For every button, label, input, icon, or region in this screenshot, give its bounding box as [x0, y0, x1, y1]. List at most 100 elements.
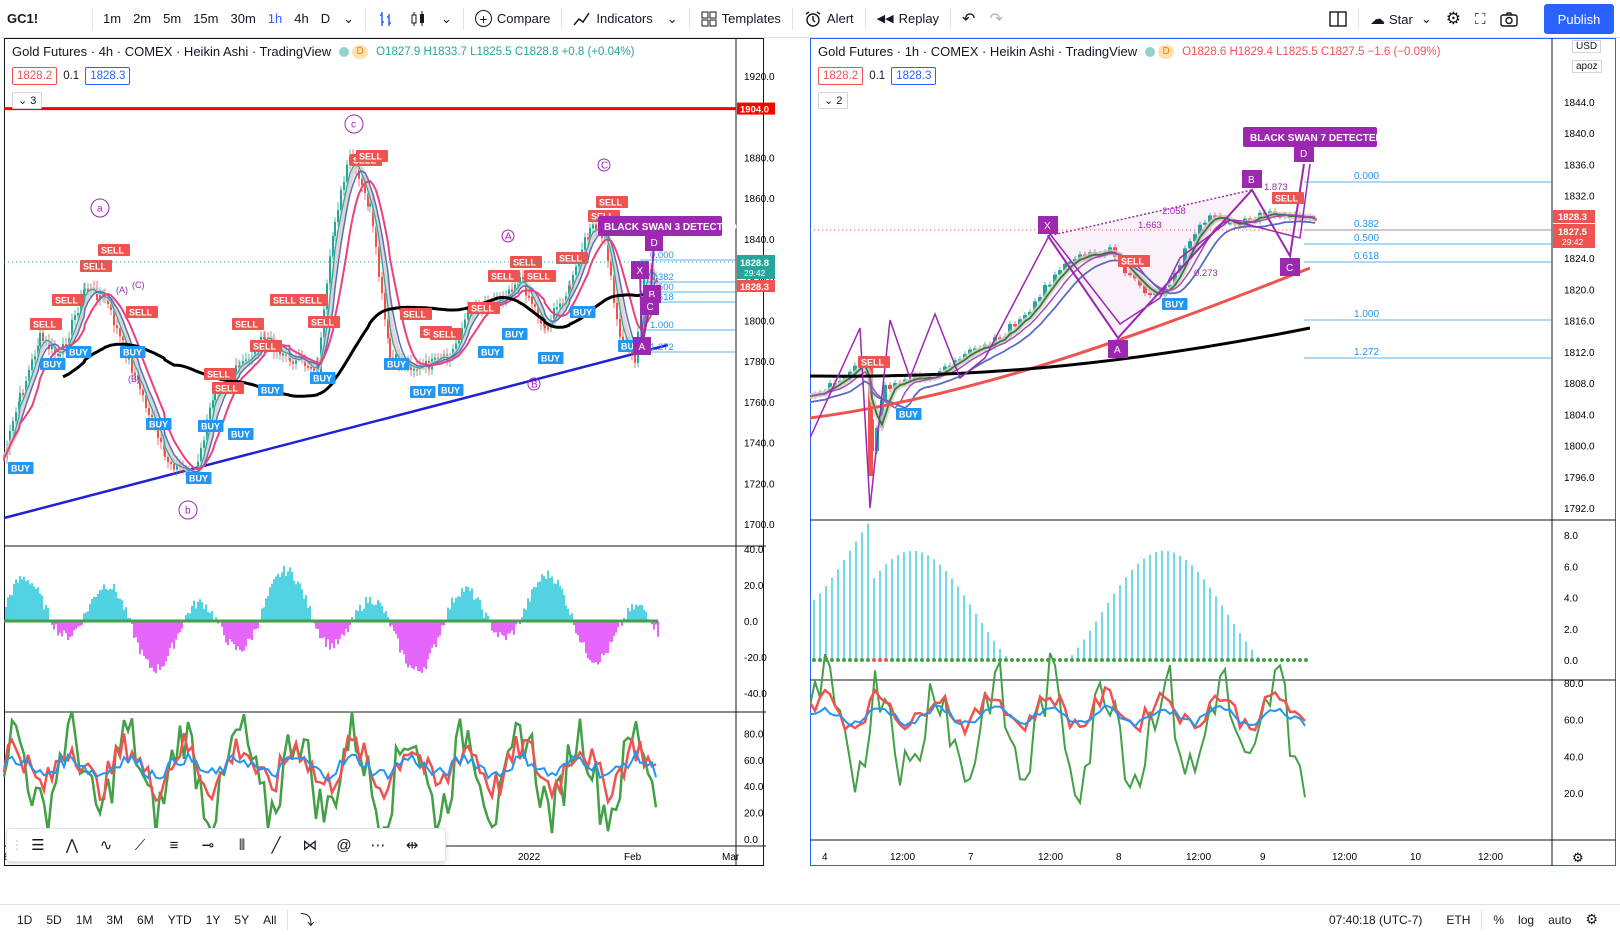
range-1y[interactable]: 1Y: [205, 912, 221, 927]
publish-button[interactable]: Publish: [1544, 4, 1614, 34]
range-1d[interactable]: 1D: [17, 912, 33, 927]
go-to-date-icon[interactable]: ⤵: [300, 911, 315, 928]
left-buy-price-button[interactable]: 1828.3: [85, 67, 131, 85]
abc-pattern-icon[interactable]: ⋀: [65, 837, 79, 854]
osc1-dot: [1220, 658, 1224, 662]
date-range-icon[interactable]: ⇹: [405, 837, 419, 854]
interval-4h[interactable]: 4h: [294, 11, 309, 26]
fib-retracement-icon[interactable]: ≡: [169, 836, 179, 854]
candle: [572, 275, 574, 291]
buy-signal: BUY: [899, 410, 918, 420]
interval-30m[interactable]: 30m: [230, 11, 256, 26]
candle: [119, 328, 121, 337]
settings-icon[interactable]: ⚙: [1585, 911, 1598, 927]
wave-label-b-ring: [178, 500, 198, 520]
horizontal-lines-icon[interactable]: ☰: [31, 837, 45, 854]
indicators-dropdown-icon[interactable]: ⌄: [666, 10, 678, 26]
candles-icon[interactable]: [402, 0, 434, 38]
sell-signal-bg: [126, 306, 158, 318]
drag-handle-icon[interactable]: ⋮: [11, 838, 23, 852]
wave-label-a-ring: [90, 198, 110, 218]
left-indicator-collapse[interactable]: ⌄ 3: [12, 92, 43, 109]
interval-D[interactable]: D: [320, 11, 331, 26]
horizontal-ray-icon[interactable]: ⊸: [201, 837, 215, 854]
candle: [514, 284, 516, 292]
range-1m[interactable]: 1M: [75, 912, 93, 927]
right-buy-price-button[interactable]: 1828.3: [891, 67, 937, 85]
candle: [122, 336, 124, 341]
indicators-button[interactable]: Indicators: [566, 0, 659, 38]
left-price-tick: 1880.0: [744, 153, 775, 164]
interval-1m[interactable]: 1m: [103, 11, 122, 26]
redo-icon[interactable]: ↷: [989, 10, 1003, 28]
range-3m[interactable]: 3M: [106, 912, 124, 927]
interval-15m[interactable]: 15m: [193, 11, 219, 26]
log-toggle[interactable]: log: [1518, 912, 1535, 927]
symbol-search[interactable]: GC1!: [7, 11, 39, 26]
star-label: Star: [1389, 11, 1413, 27]
right-time-tick: 8: [1116, 852, 1122, 863]
range-6m[interactable]: 6M: [137, 912, 154, 927]
buy-signal: BUY: [441, 386, 460, 396]
currency-selector[interactable]: USD: [1572, 40, 1602, 53]
candle: [160, 437, 162, 442]
candle: [48, 340, 50, 350]
support-trendline[interactable]: [3, 343, 669, 520]
sell-signal: SELL: [559, 254, 583, 264]
alert-button[interactable]: Alert: [797, 0, 861, 38]
left-chart-canvas[interactable]: 1920.01880.01860.01840.01820.01800.01780…: [0, 38, 810, 866]
unit-selector[interactable]: apoz: [1572, 60, 1602, 73]
star-button[interactable]: ☁ Star ⌄: [1363, 0, 1439, 38]
interval-5m[interactable]: 5m: [163, 11, 182, 26]
undo-icon[interactable]: ↶: [962, 10, 976, 28]
candle: [292, 361, 294, 364]
gear-icon[interactable]: ⚙: [1445, 9, 1461, 28]
left-sell-price-button[interactable]: 1828.2: [12, 67, 58, 85]
xabcd-pattern-icon[interactable]: ⋈: [302, 837, 318, 854]
fib-spiral-icon[interactable]: @: [336, 836, 352, 854]
candle: [1183, 248, 1187, 266]
right-open: O1828.6: [1182, 45, 1227, 58]
bar-style-icon[interactable]: [370, 0, 402, 38]
osc1-dot: [1208, 658, 1212, 662]
buy-signal-bg: [570, 306, 596, 318]
interval-2m[interactable]: 2m: [133, 11, 152, 26]
clock[interactable]: 07:40:18 (UTC-7): [1329, 912, 1423, 927]
left-price-tick: 1700.0: [744, 520, 775, 531]
candle: [59, 354, 61, 357]
camera-icon[interactable]: [1493, 0, 1525, 38]
auto-toggle[interactable]: auto: [1548, 912, 1572, 927]
fib-level-label: 1.000: [1354, 309, 1379, 320]
candle: [575, 266, 577, 276]
interval-1h[interactable]: 1h: [267, 11, 283, 26]
right-chart-canvas[interactable]: 1844.01840.01836.01832.01828.01824.01820…: [810, 38, 1616, 904]
range-5y[interactable]: 5Y: [234, 912, 250, 927]
chart-type-dropdown-icon[interactable]: ⌄: [441, 10, 452, 26]
interval-dropdown-icon[interactable]: ⌄: [343, 10, 355, 26]
right-sell-price-button[interactable]: 1828.2: [818, 67, 864, 85]
percent-toggle[interactable]: %: [1493, 912, 1505, 927]
compare-button[interactable]: + Compare: [468, 0, 557, 38]
templates-button[interactable]: Templates: [694, 0, 788, 38]
replay-button[interactable]: ◀◀ Replay: [870, 0, 946, 38]
right-price-tick: 1808.0: [1564, 379, 1595, 390]
toolbar-divider: [688, 7, 690, 30]
long-position-icon[interactable]: ⫴: [238, 836, 246, 854]
path-icon[interactable]: ⟋: [134, 836, 146, 854]
range-5d[interactable]: 5D: [46, 912, 62, 927]
range-ytd[interactable]: YTD: [167, 912, 192, 927]
trend-line-icon[interactable]: ╱: [271, 837, 281, 854]
candle: [22, 392, 24, 395]
time-axis-settings-icon[interactable]: ⚙: [1572, 850, 1584, 865]
fullscreen-icon[interactable]: ⛶: [1475, 10, 1486, 28]
session-toggle[interactable]: ETH: [1446, 912, 1471, 927]
layout-icon[interactable]: [1322, 0, 1354, 38]
right-price-tick: 1840.0: [1564, 129, 1595, 140]
right-price-tick: 1792.0: [1564, 504, 1595, 515]
range-all[interactable]: All: [263, 912, 277, 927]
elliott-wave-icon[interactable]: ∿: [99, 837, 113, 854]
right-indicator-collapse[interactable]: ⌄ 2: [818, 92, 849, 109]
osc1-dot: [1100, 658, 1104, 662]
regression-icon[interactable]: ⋯: [370, 837, 386, 854]
candle: [587, 237, 589, 240]
